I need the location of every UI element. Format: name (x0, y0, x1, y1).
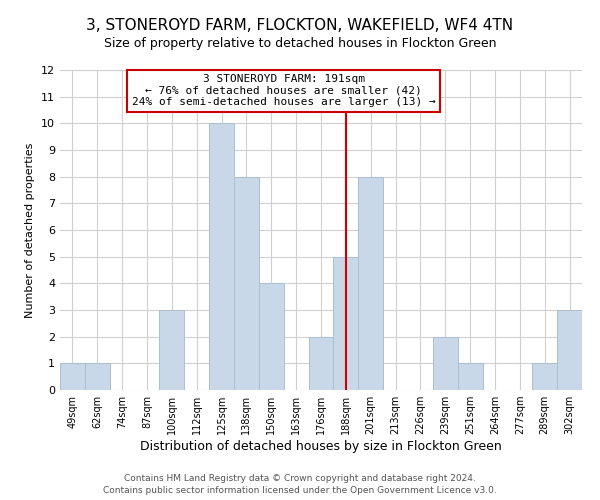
Bar (85, 364, 110, 390)
Bar (433, 336, 458, 390)
Text: Contains HM Land Registry data © Crown copyright and database right 2024.
Contai: Contains HM Land Registry data © Crown c… (103, 474, 497, 495)
Text: 3, STONEROYD FARM, FLOCKTON, WAKEFIELD, WF4 4TN: 3, STONEROYD FARM, FLOCKTON, WAKEFIELD, … (86, 18, 514, 32)
Bar (358, 176, 383, 390)
Bar (209, 124, 234, 390)
Y-axis label: Number of detached properties: Number of detached properties (25, 142, 35, 318)
Text: Size of property relative to detached houses in Flockton Green: Size of property relative to detached ho… (104, 38, 496, 51)
Bar (60, 364, 85, 390)
Bar (160, 310, 184, 390)
Text: 3 STONEROYD FARM: 191sqm
← 76% of detached houses are smaller (42)
24% of semi-d: 3 STONEROYD FARM: 191sqm ← 76% of detach… (132, 74, 436, 107)
Bar (458, 364, 482, 390)
Bar (334, 256, 358, 390)
Bar (308, 336, 334, 390)
Bar (557, 310, 582, 390)
Bar (532, 364, 557, 390)
X-axis label: Distribution of detached houses by size in Flockton Green: Distribution of detached houses by size … (140, 440, 502, 453)
Bar (234, 176, 259, 390)
Bar (259, 284, 284, 390)
